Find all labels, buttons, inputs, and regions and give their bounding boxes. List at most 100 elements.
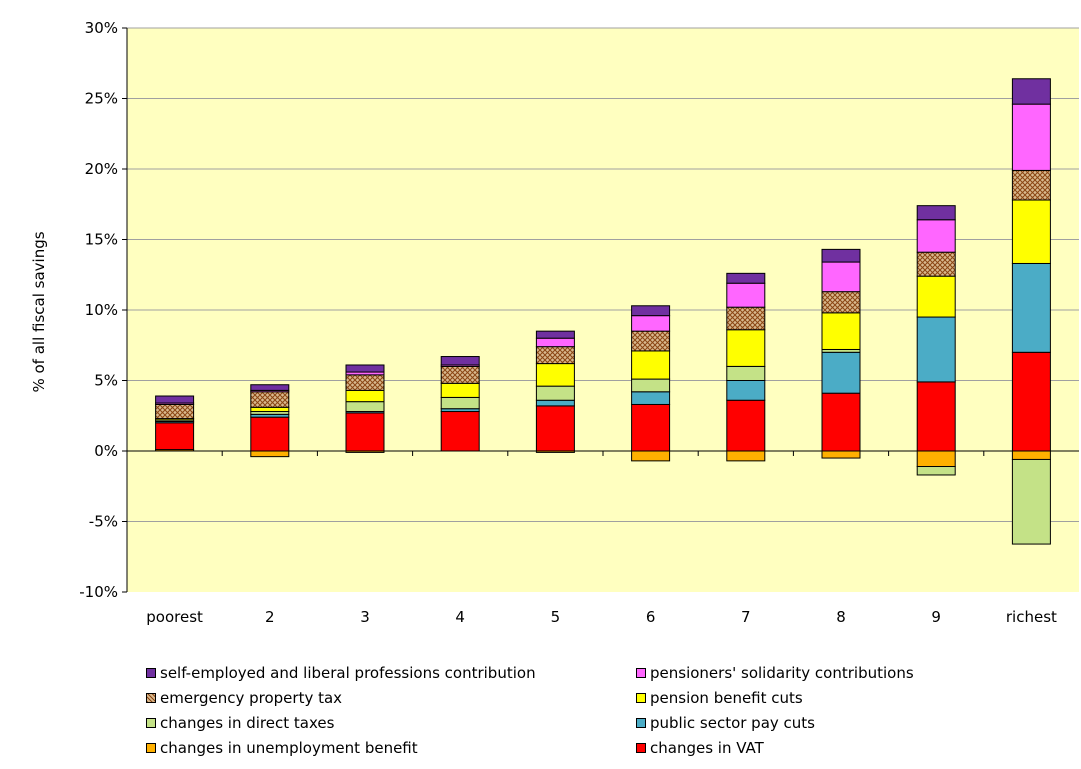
bar-segment [631,305,671,317]
bar-segment [821,392,861,452]
bar-segment [155,403,195,420]
bar-segment [916,381,956,452]
x-tick-label: 9 [931,608,941,626]
y-tick-label: 15% [85,231,118,249]
bar-segment [345,364,385,373]
bar-segment [1011,458,1051,545]
bar-segment [916,205,956,221]
stacked-bar-chart: -10% -5% 0% 5% 10% 15% 20% 25% 30% poorest 2 3 4 5 6 7… [30,19,1079,626]
bar-segment [345,401,385,413]
x-tick-label: 7 [741,608,751,626]
x-tick-label: 6 [646,608,656,626]
bar-segment [631,378,671,393]
bar-segment [821,312,861,350]
bar-segment [821,261,861,293]
legend-swatch [636,743,646,753]
legend-label: emergency property tax [160,689,343,707]
legend-label: changes in direct taxes [160,714,335,732]
bar-segment [726,365,766,381]
bar-segment [916,466,956,476]
legend-item: changes in direct taxes [146,714,636,732]
y-tick-label: 5% [94,372,118,390]
bar-segment [250,416,290,452]
legend-swatch [146,693,156,703]
bar-segment [535,330,575,339]
legend-swatch [146,718,156,728]
legend-swatch [636,718,646,728]
bar-segment [535,346,575,365]
legend-swatch [636,668,646,678]
x-tick-label: poorest [146,608,203,626]
legend-swatch [146,668,156,678]
x-tick-label: 4 [455,608,465,626]
y-tick-label: 0% [94,442,118,460]
bar-segment [440,365,480,384]
bar-segment [821,351,861,394]
bar-segment [916,219,956,253]
x-tick-label: 2 [265,608,275,626]
gridlines [127,27,1079,522]
bar-segment [1011,78,1051,105]
y-tick-label: 20% [85,160,118,178]
legend-label: pension benefit cuts [650,689,803,707]
bar-segment [821,248,861,263]
legend-item: emergency property tax [146,689,636,707]
bar-segment [631,450,671,462]
legend-label: self-employed and liberal professions co… [160,664,536,682]
bar-segment [1011,450,1051,460]
legend-item: changes in VAT [636,739,986,757]
bar-segment [916,251,956,277]
x-axis-ticks: poorest 2 3 4 5 6 7 8 9 richest [146,608,1057,626]
bar-segment [726,380,766,401]
bar-segment [155,422,195,451]
bar-segment [631,350,671,380]
bar-segment [1011,169,1051,201]
bar-segment [726,399,766,452]
legend-item: public sector pay cuts [636,714,986,732]
bar-segment [821,450,861,459]
bar-segment [631,315,671,332]
legend-label: changes in unemployment benefit [160,739,418,757]
bar-segment [916,316,956,383]
bar-segment [155,395,195,404]
legend: self-employed and liberal professions co… [146,664,986,757]
bar-segment [345,374,385,391]
bar-segment [345,389,385,403]
legend-label: pensioners' solidarity contributions [650,664,914,682]
bar-segment [726,306,766,331]
bar-segment [250,406,290,413]
bar-segment [631,403,671,452]
x-tick-label: 3 [360,608,370,626]
bar-segment [631,391,671,405]
bar-segment [535,405,575,452]
y-axis-title: % of all fiscal savings [30,231,48,392]
axes [126,28,1079,592]
bar-segment [535,363,575,387]
bar-segment [726,450,766,462]
legend-item: pension benefit cuts [636,689,986,707]
y-tick-label: -10% [79,583,118,601]
bar-segment [535,399,575,407]
legend-item: changes in unemployment benefit [146,739,636,757]
y-tick-label: 25% [85,90,118,108]
bar-segment [535,385,575,401]
legend-label: changes in VAT [650,739,764,757]
bar-segment [250,450,290,458]
y-tick-label: 10% [85,301,118,319]
bar-segment [726,282,766,308]
legend-item: pensioners' solidarity contributions [636,664,986,682]
bar-segment [250,391,290,408]
bar-segment [440,411,480,452]
bar-segment [345,412,385,452]
bar-segment [1011,351,1051,452]
x-tick-label: richest [1006,608,1057,626]
bar-segment [631,330,671,352]
bar-segment [440,356,480,366]
legend-item: self-employed and liberal professions co… [146,664,636,682]
x-tick-label: 5 [551,608,561,626]
bar-segment [440,382,480,398]
bar-segment [916,275,956,318]
bar-segment [726,272,766,284]
bar-segment [916,450,956,468]
y-tick-label: 30% [85,19,118,37]
